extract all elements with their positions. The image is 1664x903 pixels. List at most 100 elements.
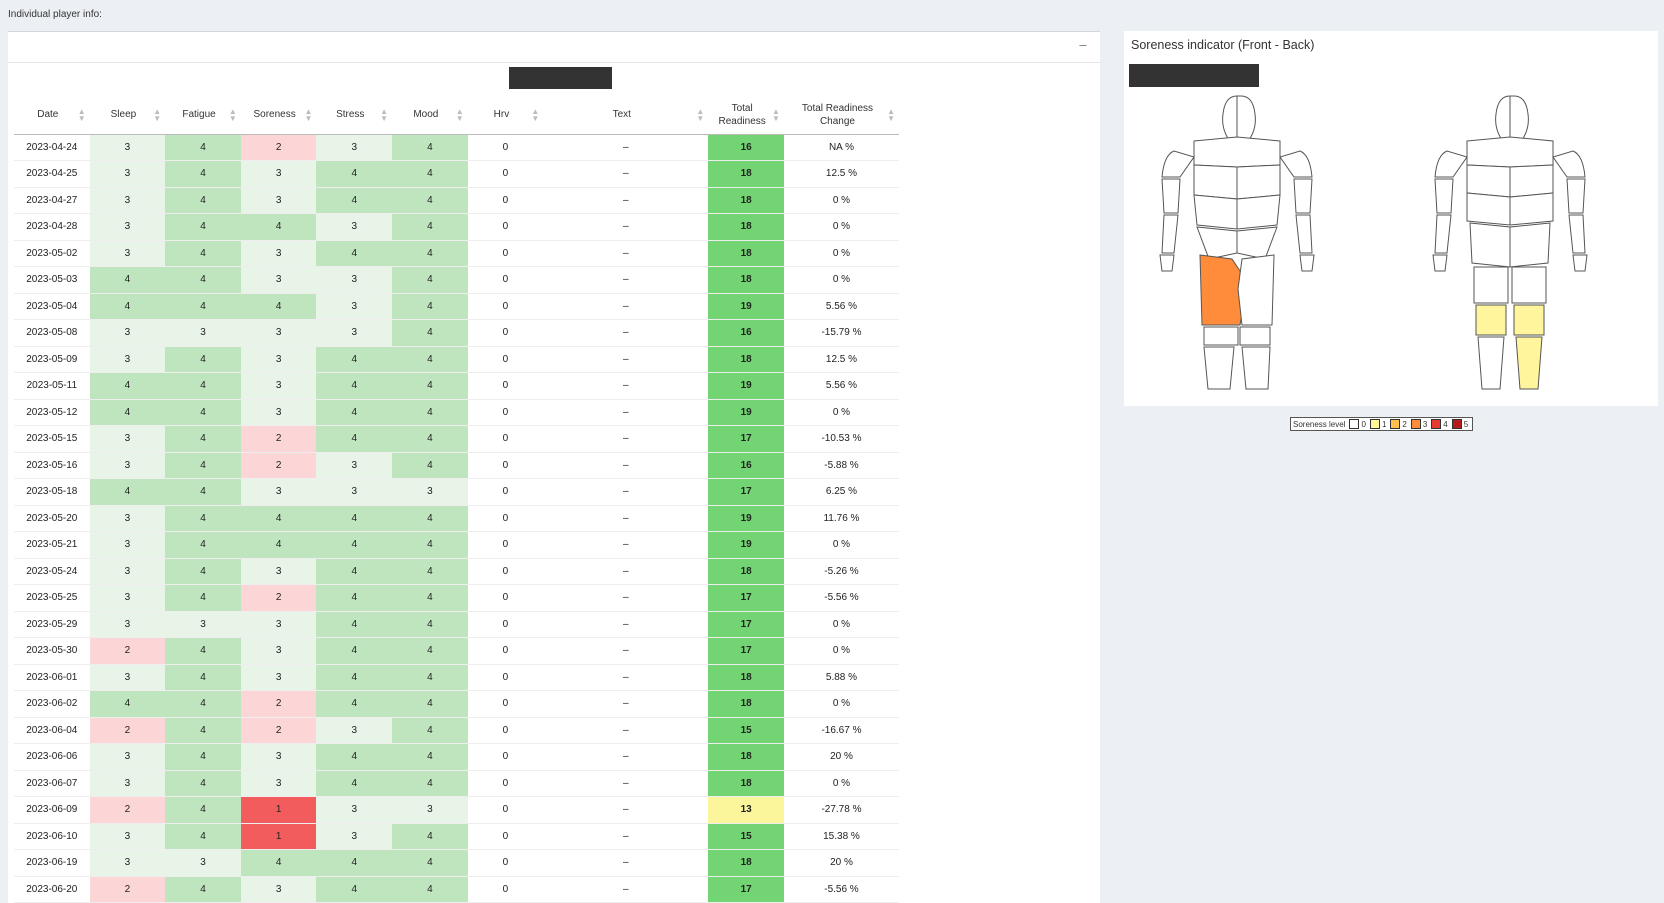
table-cell: 3 bbox=[89, 584, 166, 612]
table-cell: 4 bbox=[165, 717, 241, 744]
collapse-button[interactable]: – bbox=[1079, 37, 1087, 52]
table-cell: 4 bbox=[392, 372, 468, 400]
table-cell: 4 bbox=[316, 637, 393, 665]
column-header[interactable]: Soreness ▲ ▼ bbox=[240, 96, 317, 135]
table-cell: 4 bbox=[316, 664, 393, 691]
sore-region bbox=[1515, 336, 1543, 390]
column-header[interactable]: Mood ▲ ▼ bbox=[392, 96, 468, 135]
column-header[interactable]: Fatigue ▲ ▼ bbox=[165, 96, 241, 135]
table-cell: 4 bbox=[89, 293, 166, 320]
table-cell: 2 bbox=[240, 452, 317, 479]
table-cell: 0 % bbox=[783, 531, 899, 559]
table-cell: -15.79 % bbox=[783, 319, 899, 347]
table-cell: 0 bbox=[467, 531, 544, 559]
table-cell: 2023-04-28 bbox=[14, 213, 90, 241]
table-cell: 2023-05-09 bbox=[14, 346, 90, 373]
table-cell: 0 bbox=[467, 134, 544, 161]
sort-icon[interactable]: ▲ ▼ bbox=[153, 106, 162, 123]
table-row: 2023-06-19 3 3 4 4 4 0–18 20 % bbox=[14, 849, 899, 877]
table-cell: 11.76 % bbox=[783, 505, 899, 532]
table-cell: 3 bbox=[316, 213, 393, 241]
legend-level-label: 5 bbox=[1463, 419, 1469, 429]
table-cell: 4 bbox=[165, 558, 241, 585]
legend-level-label: 0 bbox=[1361, 419, 1366, 429]
table-cell: 3 bbox=[316, 293, 393, 320]
column-header[interactable]: Sleep ▲ ▼ bbox=[89, 96, 166, 135]
sort-icon[interactable]: ▲ ▼ bbox=[228, 106, 237, 123]
table-cell: 3 bbox=[316, 796, 393, 824]
table-cell: 3 bbox=[392, 478, 468, 506]
soreness-legend: Soreness level 0 1 2 3 4 5 bbox=[1290, 417, 1474, 431]
table-cell: 17 bbox=[708, 478, 784, 506]
column-header-label: Date bbox=[37, 109, 59, 121]
column-header[interactable]: Text ▲ ▼ bbox=[543, 96, 709, 135]
table-cell: 2 bbox=[89, 796, 166, 824]
sort-icon[interactable]: ▲ ▼ bbox=[77, 106, 86, 123]
sort-icon[interactable]: ▲ ▼ bbox=[772, 106, 780, 123]
table-cell: 4 bbox=[392, 876, 468, 903]
column-header[interactable]: Date ▲ ▼ bbox=[14, 96, 90, 135]
sort-icon[interactable]: ▲ ▼ bbox=[304, 106, 313, 123]
table-cell: 4 bbox=[165, 452, 241, 479]
table-cell: 4 bbox=[240, 531, 317, 559]
table-cell: 0 bbox=[467, 399, 544, 426]
table-cell: – bbox=[543, 160, 709, 188]
column-header[interactable]: Total Readiness Change ▲ ▼ bbox=[783, 96, 899, 135]
table-cell: 0 % bbox=[783, 611, 899, 638]
table-cell: – bbox=[543, 690, 709, 718]
table-cell: 3 bbox=[89, 134, 166, 161]
table-cell: – bbox=[543, 266, 709, 294]
table-cell: 18 bbox=[708, 240, 784, 267]
legend-swatch bbox=[1431, 419, 1442, 429]
table-cell: 2023-05-12 bbox=[14, 399, 90, 426]
table-cell: – bbox=[543, 478, 709, 506]
table-cell: 2023-04-24 bbox=[14, 134, 90, 161]
table-cell: 0 bbox=[467, 558, 544, 585]
table-cell: 4 bbox=[392, 558, 468, 585]
soreness-panel: Soreness indicator (Front - Back) bbox=[1124, 31, 1658, 406]
sore-region bbox=[1475, 304, 1507, 336]
table-cell: 2023-06-04 bbox=[14, 717, 90, 744]
table-cell: 4 bbox=[165, 346, 241, 373]
sort-icon[interactable]: ▲ ▼ bbox=[380, 106, 389, 123]
table-cell: 3 bbox=[89, 611, 166, 638]
table-cell: 0 % bbox=[783, 187, 899, 214]
sort-icon[interactable]: ▲ ▼ bbox=[887, 106, 895, 123]
table-cell: 4 bbox=[392, 293, 468, 320]
table-row: 2023-05-04 4 4 4 3 4 0–19 5.56 % bbox=[14, 293, 899, 320]
table-cell: 18 bbox=[708, 187, 784, 214]
table-row: 2023-06-09 2 4 1 3 3 0–13 -27.78 % bbox=[14, 796, 899, 824]
legend-level-label: 2 bbox=[1402, 419, 1407, 429]
sort-icon[interactable]: ▲ ▼ bbox=[531, 106, 540, 123]
column-header[interactable]: Hrv ▲ ▼ bbox=[467, 96, 544, 135]
table-cell: 15 bbox=[708, 717, 784, 744]
sort-icon[interactable]: ▲ ▼ bbox=[696, 106, 705, 123]
table-cell: – bbox=[543, 452, 709, 479]
table-cell: 0 bbox=[467, 690, 544, 718]
table-cell: 3 bbox=[316, 134, 393, 161]
table-cell: 4 bbox=[316, 372, 393, 400]
table-cell: 4 bbox=[316, 611, 393, 638]
table-cell: 20 % bbox=[783, 849, 899, 877]
table-cell: 4 bbox=[392, 717, 468, 744]
table-row: 2023-05-16 3 4 2 3 4 0–16 -5.88 % bbox=[14, 452, 899, 479]
table-cell: 2023-05-18 bbox=[14, 478, 90, 506]
table-cell: 0 bbox=[467, 664, 544, 691]
table-cell: 3 bbox=[89, 849, 166, 877]
table-cell: 18 bbox=[708, 743, 784, 771]
table-cell: 4 bbox=[392, 160, 468, 188]
table-cell: 3 bbox=[89, 743, 166, 771]
table-cell: 4 bbox=[316, 505, 393, 532]
table-cell: 4 bbox=[316, 425, 393, 453]
column-header[interactable]: Total Readiness ▲ ▼ bbox=[708, 96, 784, 135]
table-row: 2023-04-25 3 4 3 4 4 0–18 12.5 % bbox=[14, 160, 899, 188]
table-cell: 4 bbox=[165, 770, 241, 797]
table-cell: 17 bbox=[708, 425, 784, 453]
table-cell: 3 bbox=[89, 240, 166, 267]
table-cell: 18 bbox=[708, 770, 784, 797]
sort-icon[interactable]: ▲ ▼ bbox=[455, 106, 464, 123]
table-cell: 3 bbox=[89, 505, 166, 532]
table-cell: 4 bbox=[165, 134, 241, 161]
table-cell: 3 bbox=[240, 346, 317, 373]
column-header[interactable]: Stress ▲ ▼ bbox=[316, 96, 393, 135]
